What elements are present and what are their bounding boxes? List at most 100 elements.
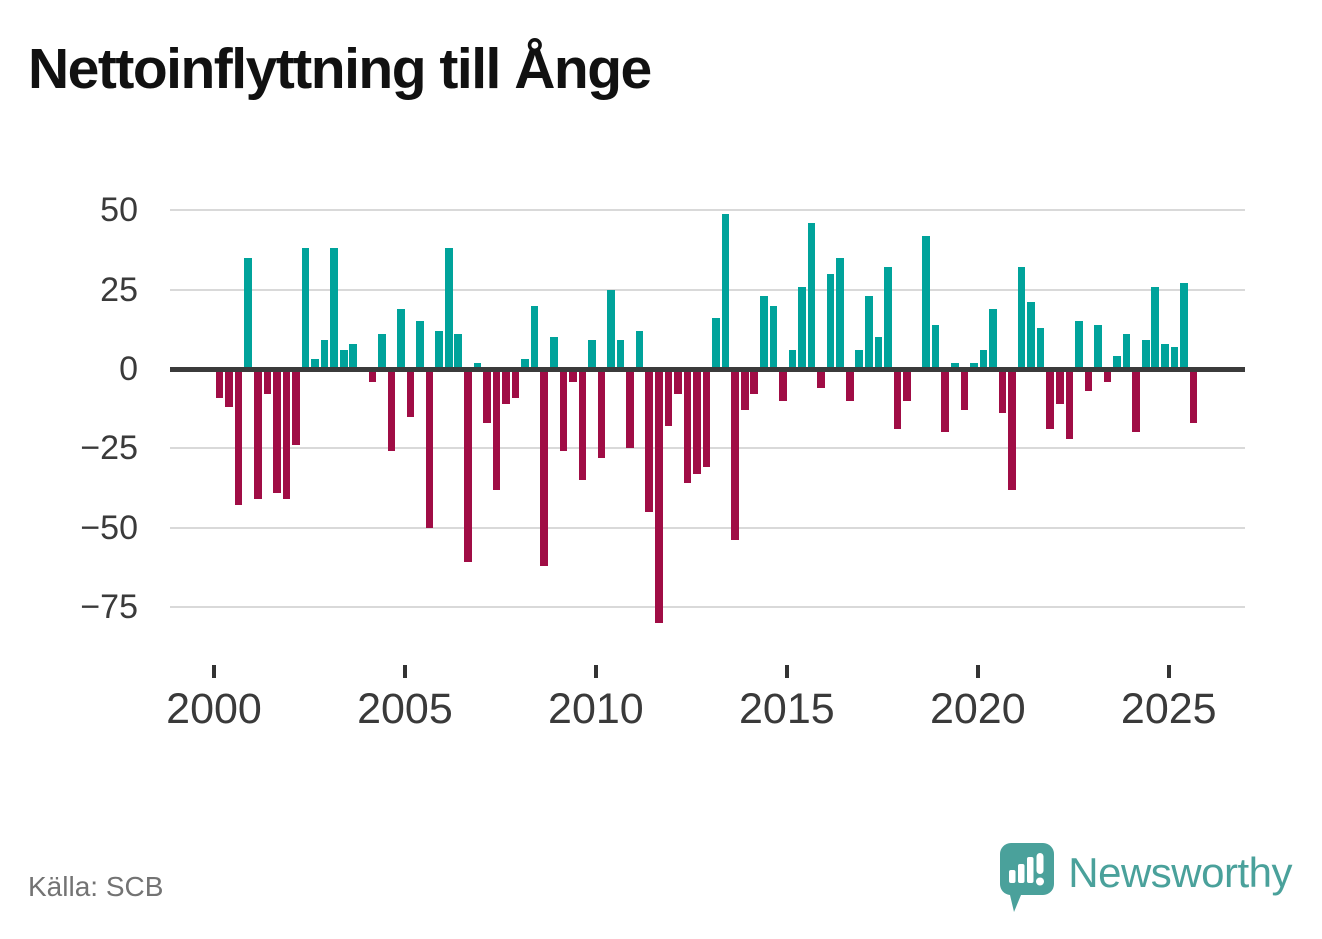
bar-2000-Q4 bbox=[244, 257, 253, 369]
bar-2007-Q1 bbox=[483, 369, 491, 423]
bar-2005-Q1 bbox=[406, 369, 415, 417]
gridline--75 bbox=[170, 605, 1245, 608]
bar-2019-Q4 bbox=[970, 362, 978, 369]
bar-2014-Q2 bbox=[760, 296, 768, 369]
bar-2006-Q4 bbox=[473, 362, 482, 369]
bar-2003-Q2 bbox=[339, 349, 348, 369]
bar-2020-Q2 bbox=[989, 308, 997, 369]
bar-2013-Q3 bbox=[731, 369, 739, 541]
bar-2025-Q2 bbox=[1180, 283, 1188, 369]
bar-2019-Q1 bbox=[941, 369, 949, 433]
bar-2018-Q3 bbox=[922, 235, 930, 369]
bar-2018-Q4 bbox=[931, 324, 940, 369]
bar-2017-Q2 bbox=[874, 337, 883, 369]
bar-2023-Q1 bbox=[1094, 324, 1102, 369]
bar-2013-Q2 bbox=[721, 213, 730, 369]
x-axis-tick-2010 bbox=[593, 665, 598, 678]
bar-2015-Q4 bbox=[817, 369, 825, 389]
bar-2022-Q1 bbox=[1055, 369, 1064, 404]
bar-2020-Q1 bbox=[979, 349, 988, 369]
bar-2002-Q4 bbox=[320, 340, 329, 369]
y-axis-label-50: 50 bbox=[100, 191, 138, 230]
bar-2006-Q2 bbox=[454, 334, 463, 369]
bar-2011-Q3 bbox=[654, 369, 663, 623]
bar-2015-Q1 bbox=[788, 349, 797, 369]
x-axis-label-2005: 2005 bbox=[357, 685, 453, 733]
bar-2011-Q2 bbox=[645, 369, 654, 512]
bar-2006-Q3 bbox=[464, 369, 472, 563]
bar-2003-Q3 bbox=[349, 343, 358, 369]
bar-2014-Q3 bbox=[769, 305, 778, 369]
bar-2016-Q3 bbox=[845, 369, 854, 401]
bar-2017-Q3 bbox=[884, 267, 892, 369]
bar-2022-Q2 bbox=[1065, 369, 1074, 439]
bar-2010-Q4 bbox=[626, 369, 634, 449]
bar-2009-Q4 bbox=[588, 340, 596, 369]
bar-2014-Q4 bbox=[779, 369, 787, 401]
bar-2025-Q1 bbox=[1170, 346, 1179, 369]
bar-2017-Q1 bbox=[865, 296, 873, 369]
bar-2016-Q1 bbox=[826, 273, 835, 369]
bar-2013-Q1 bbox=[712, 318, 720, 369]
bar-2012-Q1 bbox=[674, 369, 682, 395]
bar-2012-Q3 bbox=[693, 369, 701, 474]
bar-2002-Q2 bbox=[301, 248, 310, 369]
x-axis-tick-2020 bbox=[975, 665, 980, 678]
bar-2025-Q3 bbox=[1189, 369, 1198, 423]
newsworthy-logo-text: Newsworthy bbox=[1068, 849, 1292, 896]
bar-2023-Q4 bbox=[1122, 334, 1131, 369]
bar-2001-Q4 bbox=[282, 369, 291, 500]
y-axis-label-25: 25 bbox=[100, 270, 138, 309]
bar-2008-Q3 bbox=[540, 369, 548, 566]
bar-2008-Q4 bbox=[549, 337, 558, 369]
bar-2009-Q3 bbox=[578, 369, 587, 481]
bar-2009-Q2 bbox=[569, 369, 577, 382]
x-axis-label-2000: 2000 bbox=[166, 685, 262, 733]
bar-2008-Q1 bbox=[521, 359, 529, 369]
bar-2015-Q3 bbox=[807, 223, 816, 369]
bar-2016-Q2 bbox=[836, 257, 844, 369]
bar-2002-Q3 bbox=[311, 359, 319, 369]
x-axis-label-2010: 2010 bbox=[548, 685, 644, 733]
bar-2010-Q3 bbox=[616, 340, 625, 369]
x-axis-tick-2000 bbox=[212, 665, 216, 678]
bar-2020-Q4 bbox=[1008, 369, 1016, 490]
bar-2013-Q4 bbox=[740, 369, 749, 411]
gridline--50 bbox=[170, 526, 1245, 529]
source-note: Källa: SCB bbox=[28, 871, 164, 902]
bar-2021-Q4 bbox=[1046, 369, 1055, 430]
x-axis-tick-2015 bbox=[784, 665, 789, 678]
bar-2015-Q2 bbox=[798, 286, 806, 369]
bar-2007-Q4 bbox=[511, 369, 520, 398]
bar-2011-Q1 bbox=[635, 330, 644, 369]
zero-baseline bbox=[170, 367, 1245, 372]
bar-2002-Q1 bbox=[292, 369, 300, 446]
bar-2004-Q2 bbox=[378, 334, 386, 369]
bar-2017-Q4 bbox=[893, 369, 902, 430]
bar-2006-Q1 bbox=[444, 248, 453, 369]
bar-2024-Q3 bbox=[1151, 286, 1160, 369]
bar-2001-Q2 bbox=[263, 369, 272, 395]
bar-2024-Q2 bbox=[1141, 340, 1150, 369]
bar-2014-Q1 bbox=[750, 369, 759, 395]
bar-2021-Q1 bbox=[1017, 267, 1026, 369]
gridline-25 bbox=[170, 288, 1245, 291]
bar-2008-Q2 bbox=[530, 305, 539, 369]
bar-2023-Q3 bbox=[1113, 356, 1121, 369]
bar-2010-Q1 bbox=[597, 369, 606, 458]
bar-2022-Q4 bbox=[1084, 369, 1093, 392]
x-axis-label-2015: 2015 bbox=[739, 685, 835, 733]
bar-2000-Q3 bbox=[234, 369, 243, 506]
bar-2016-Q4 bbox=[855, 349, 864, 369]
y-axis-label--25: −25 bbox=[80, 429, 138, 468]
newsworthy-brand: Newsworthy bbox=[1000, 843, 1292, 917]
y-axis-label--75: −75 bbox=[80, 587, 138, 626]
bar-2004-Q4 bbox=[397, 308, 405, 369]
bar-2001-Q1 bbox=[253, 369, 262, 500]
bar-2019-Q2 bbox=[950, 362, 959, 369]
bar-2005-Q2 bbox=[416, 321, 424, 369]
bar-2003-Q1 bbox=[330, 248, 338, 369]
bar-2007-Q2 bbox=[492, 369, 501, 490]
bar-2004-Q3 bbox=[387, 369, 396, 452]
